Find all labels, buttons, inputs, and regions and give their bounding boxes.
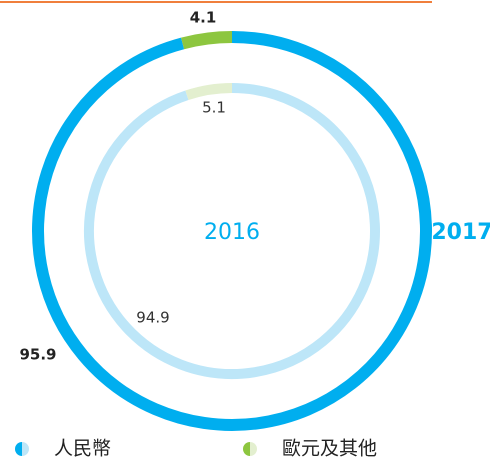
ring-label: 2017 <box>431 220 490 245</box>
ring-segment <box>84 83 380 379</box>
ring-segment <box>185 83 233 101</box>
value-label: 94.9 <box>136 309 169 327</box>
legend-icon-right <box>22 442 29 456</box>
ring-segment <box>32 31 432 431</box>
ring-label: 2016 <box>204 220 260 245</box>
value-label: 95.9 <box>19 346 56 364</box>
legend-label: 人民幣 <box>54 438 111 460</box>
ring-segment <box>181 31 233 50</box>
legend-label: 歐元及其他 <box>282 438 377 460</box>
legend-icon-left <box>243 442 250 456</box>
legend-icon-right <box>250 442 257 456</box>
legend-icon-left <box>15 442 22 456</box>
value-label: 4.1 <box>190 9 217 27</box>
value-label: 5.1 <box>202 99 226 117</box>
